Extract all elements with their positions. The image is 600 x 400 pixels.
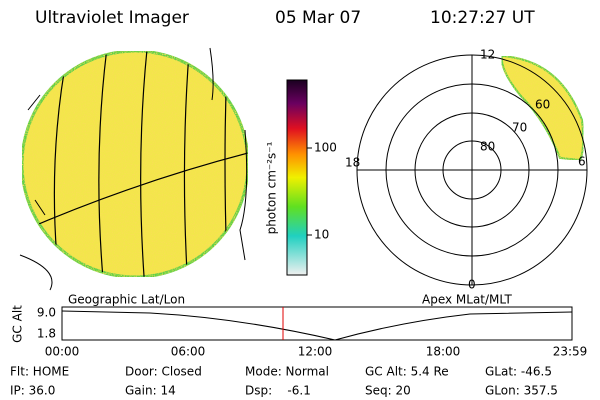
colorbar-tick-label: 100 [314, 141, 337, 155]
mlat-label: 60 [535, 98, 550, 112]
x-label: 12:00 [298, 345, 333, 359]
status: Flt: HOME [10, 365, 69, 379]
status: Mode: Normal [245, 365, 329, 379]
mlt-label: 6 [578, 155, 586, 169]
altitude-frame [61, 306, 573, 341]
status: Seq: 20 [365, 384, 411, 398]
y-label: 1.8 [37, 327, 56, 341]
colorbar-tick-label: 10 [314, 228, 329, 242]
status: IP: 36.0 [10, 384, 55, 398]
status: GLon: 357.5 [485, 384, 558, 398]
mlt-label: 18 [345, 156, 360, 170]
mlt-label: 0 [468, 278, 476, 292]
status: Door: Closed [125, 365, 202, 379]
status: GLat: -46.5 [485, 365, 552, 379]
mlat-label: 80 [480, 140, 495, 154]
earth-image [19, 47, 250, 291]
status: Dsp: -6.1 [245, 384, 311, 398]
title: Ultraviolet Imager [35, 8, 189, 28]
colorbar-label: photon cm⁻²s⁻¹ [265, 141, 279, 234]
altitude-curve [61, 310, 573, 341]
date: 05 Mar 07 [275, 8, 361, 28]
polar-plot [356, 54, 588, 286]
polar-title: Apex MLat/MLT [422, 293, 512, 307]
x-label: 06:00 [171, 345, 206, 359]
colorbar [286, 79, 308, 276]
mlat-label: 70 [512, 121, 527, 135]
x-label: 00:00 [45, 345, 80, 359]
x-labels: 00:00 06:00 12:00 18:00 23:59 [45, 345, 588, 359]
status: Gain: 14 [125, 384, 176, 398]
status: GC Alt: 5.4 Re [365, 365, 449, 379]
y-label: 9.0 [37, 306, 56, 320]
altitude-axis-label: GC Alt [11, 305, 25, 343]
footer: Flt: HOME Door: Closed Mode: Normal GC A… [10, 365, 558, 398]
x-label: 23:59 [553, 345, 588, 359]
geo-title: Geographic Lat/Lon [68, 293, 185, 307]
time: 10:27:27 UT [430, 8, 535, 28]
x-label: 18:00 [426, 345, 461, 359]
mlt-label: 12 [480, 48, 495, 62]
